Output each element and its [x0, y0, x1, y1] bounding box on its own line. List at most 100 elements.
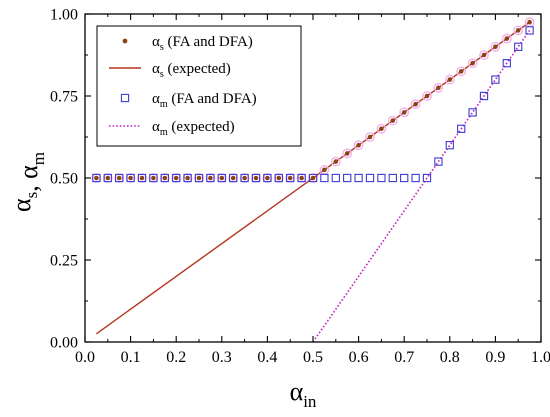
- data-point-halo: [342, 148, 353, 159]
- data-point: [365, 173, 375, 183]
- data-point: [229, 173, 238, 183]
- data-point: [196, 175, 202, 181]
- data-point: [105, 175, 111, 181]
- data-point: [310, 175, 316, 181]
- data-point-halo: [376, 123, 387, 134]
- data-point: [183, 173, 192, 183]
- data-point-halo: [125, 173, 136, 183]
- data-point-halo: [399, 107, 410, 118]
- data-point: [299, 175, 304, 181]
- data-point: [219, 175, 225, 181]
- data-point: [137, 173, 147, 183]
- data-point: [206, 173, 215, 183]
- data-point: [194, 173, 204, 183]
- data-point: [470, 60, 475, 66]
- data-point: [333, 159, 339, 164]
- data-point-halo: [501, 33, 512, 44]
- y-tick-label: 0.25: [50, 253, 78, 270]
- data-point-halo: [205, 173, 216, 183]
- data-point-halo: [387, 115, 398, 126]
- data-point-halo: [194, 173, 204, 183]
- x-tick-label: 0.0: [75, 349, 95, 366]
- data-point-halo: [330, 156, 341, 167]
- legend-marker-0: [122, 38, 128, 44]
- x-tick-label: 0.1: [121, 349, 141, 366]
- data-point: [401, 110, 407, 115]
- x-tick-label: 0.4: [257, 349, 277, 366]
- data-point-halo: [467, 58, 478, 69]
- y-tick-label: 0.00: [50, 335, 78, 352]
- data-point: [139, 175, 145, 181]
- data-point: [515, 28, 521, 33]
- axes: 0.0 0.1 0.2 0.3 0.4 0.5 0.6 0.7 0.8 0.9 1.0 0.00 0.2…: [50, 7, 550, 367]
- data-point-halo: [102, 173, 113, 183]
- data-point: [367, 134, 373, 140]
- data-point: [253, 175, 259, 181]
- legend: αs (FA and DFA) αs (expected) αm (FA and D…: [96, 25, 302, 147]
- data-point: [514, 42, 523, 51]
- series-line-3: [312, 29, 531, 343]
- y-tick-label: 0.75: [50, 89, 78, 106]
- data-point: [390, 118, 396, 123]
- legend-marker-2: [120, 93, 130, 103]
- x-tick-label: 1.0: [531, 349, 550, 366]
- data-point-halo: [353, 140, 364, 151]
- data-point: [481, 52, 487, 58]
- legend-label: αm (expected): [152, 119, 235, 138]
- data-point-halo: [410, 99, 421, 110]
- y-tick-label: 0.50: [50, 171, 78, 188]
- data-point-halo: [308, 173, 318, 183]
- x-tick-label: 0.5: [303, 349, 323, 366]
- data-point-halo: [159, 173, 170, 183]
- data-point-halo: [513, 25, 524, 36]
- data-point-halo: [365, 132, 375, 142]
- data-point: [217, 173, 226, 183]
- data-point-halo: [285, 173, 296, 183]
- data-point: [265, 175, 270, 181]
- data-point: [457, 124, 466, 133]
- data-point: [379, 126, 384, 132]
- data-point: [322, 167, 327, 173]
- data-point-halo: [433, 82, 444, 93]
- data-point: [388, 173, 397, 183]
- data-point: [128, 175, 133, 181]
- data-point: [103, 173, 112, 183]
- data-point: [445, 141, 454, 150]
- legend-label: αm (FA and DFA): [152, 91, 257, 110]
- data-point: [230, 175, 236, 181]
- y-axis-title: αs, αm: [7, 152, 48, 212]
- data-point-halo: [171, 173, 182, 183]
- data-point-halo: [91, 173, 102, 183]
- data-point: [436, 85, 441, 91]
- y-tick-label: 1.00: [50, 7, 78, 24]
- plot-marks: [91, 17, 535, 343]
- data-point: [400, 173, 409, 183]
- data-point-halo: [239, 173, 250, 183]
- x-tick-label: 0.2: [166, 349, 186, 366]
- data-point: [422, 173, 432, 183]
- data-point: [356, 142, 361, 148]
- data-point: [149, 173, 158, 183]
- data-point: [94, 175, 99, 181]
- data-point-halo: [490, 41, 501, 52]
- data-point: [377, 173, 386, 183]
- data-point: [126, 173, 135, 183]
- data-point: [458, 69, 464, 74]
- data-point-halo: [137, 173, 147, 183]
- data-point-halo: [228, 173, 239, 183]
- data-point-halo: [262, 173, 273, 183]
- data-point: [331, 173, 340, 183]
- data-point: [320, 173, 329, 183]
- data-point: [527, 19, 532, 25]
- data-point: [354, 173, 363, 183]
- data-point: [287, 175, 293, 181]
- data-point: [240, 173, 249, 183]
- data-point-halo: [182, 173, 193, 183]
- x-tick-label: 0.3: [212, 349, 232, 366]
- data-point: [502, 59, 511, 68]
- data-point: [208, 175, 213, 181]
- data-point: [344, 151, 350, 156]
- data-point: [434, 157, 443, 166]
- data-point-halo: [251, 173, 261, 183]
